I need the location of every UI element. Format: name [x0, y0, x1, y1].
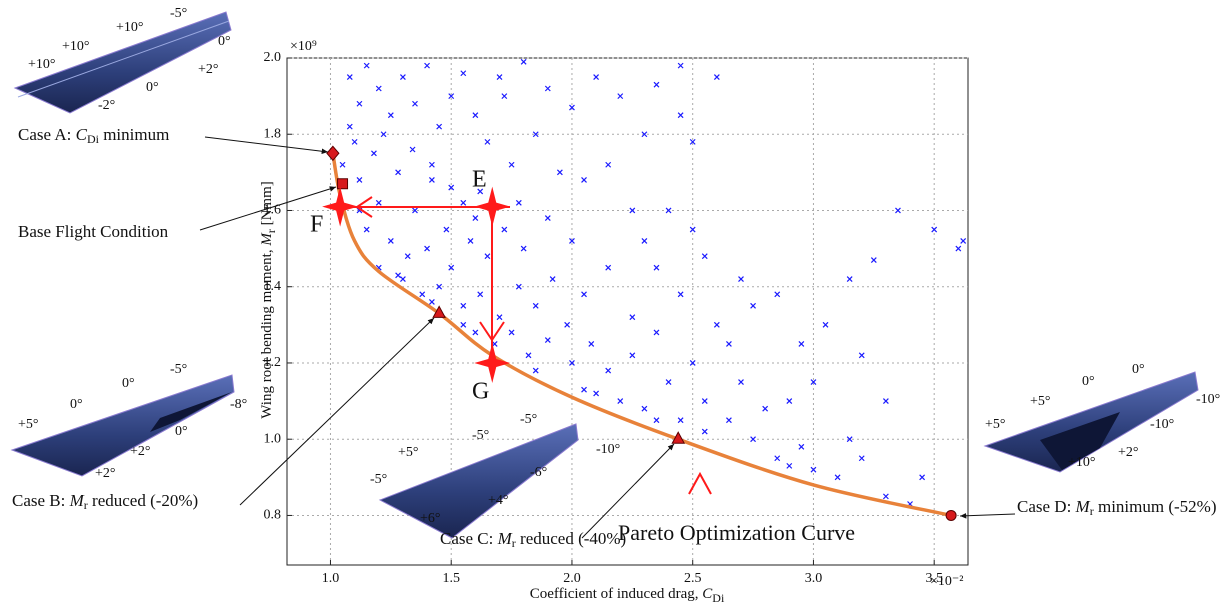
- chart: 1.01.52.02.53.03.50.81.01.21.41.61.82.0 …: [0, 0, 1231, 605]
- angle-label: 0°: [122, 376, 135, 391]
- y-tick-label: 1.0: [264, 431, 282, 446]
- point-label: F: [310, 212, 323, 238]
- x-tick-label: 1.0: [322, 571, 340, 586]
- wing-a: +10° +10° +10° -5° 0° +2° 0° -2°: [15, 6, 231, 113]
- angle-label: -6°: [530, 465, 547, 480]
- angle-label: -10°: [1196, 392, 1220, 407]
- angle-label: -5°: [170, 362, 187, 377]
- angle-label: +5°: [985, 417, 1006, 432]
- y-axis-label: Wing root bending moment, Mr [Nmm]: [259, 181, 277, 419]
- base-label: Base Flight Condition: [18, 222, 169, 241]
- x-tick-label: 3.0: [805, 571, 823, 586]
- case-label: Case C: Mr reduced (-40%): [440, 529, 626, 550]
- angle-label: -5°: [472, 428, 489, 443]
- plot-area: 1.01.52.02.53.03.50.81.01.21.41.61.82.0: [264, 50, 969, 586]
- angle-label: +2°: [198, 62, 219, 77]
- circle-marker: [946, 510, 956, 520]
- angle-label: +10°: [1068, 455, 1096, 470]
- angle-label: +10°: [28, 57, 56, 72]
- point-label: G: [472, 379, 489, 405]
- y-tick-label: 1.8: [264, 126, 282, 141]
- x-tick-label: 2.5: [684, 571, 702, 586]
- angle-label: +5°: [1030, 394, 1051, 409]
- angle-label: +2°: [95, 466, 116, 481]
- angle-label: +4°: [488, 493, 509, 508]
- y-multiplier: ×10⁹: [290, 39, 317, 54]
- angle-label: 0°: [70, 397, 83, 412]
- x-multiplier: ×10⁻²: [930, 574, 963, 589]
- wing-b: -5° 0° 0° -8° +5° 0° +2° +2°: [12, 362, 247, 481]
- angle-label: +10°: [62, 39, 90, 54]
- angle-label: 0°: [1082, 374, 1095, 389]
- angle-label: 0°: [1132, 362, 1145, 377]
- angle-label: -10°: [596, 442, 620, 457]
- angle-label: +2°: [1118, 445, 1139, 460]
- case-label: Case B: Mr reduced (-20%): [12, 491, 198, 512]
- y-tick-label: 2.0: [264, 50, 282, 65]
- case-label: Case D: Mr minimum (-52%): [1017, 497, 1216, 518]
- curve-label: Pareto Optimization Curve: [618, 520, 855, 545]
- angle-label: +10°: [116, 20, 144, 35]
- angle-label: 0°: [146, 80, 159, 95]
- x-tick-label: 1.5: [442, 571, 460, 586]
- angle-label: +2°: [130, 444, 151, 459]
- angle-label: -5°: [370, 472, 387, 487]
- angle-label: 0°: [175, 424, 188, 439]
- x-tick-label: 2.0: [563, 571, 581, 586]
- angle-label: +6°: [420, 511, 441, 526]
- angle-label: -2°: [98, 98, 115, 113]
- angle-label: +5°: [398, 445, 419, 460]
- case-label: Case A: CDi minimum: [18, 125, 169, 146]
- angle-label: +5°: [18, 417, 39, 432]
- wing-d: 0° 0° +5° -10° +5° -10° +2° +10°: [985, 362, 1220, 472]
- angle-label: -8°: [230, 397, 247, 412]
- angle-label: -5°: [170, 6, 187, 21]
- point-label: E: [472, 167, 487, 193]
- y-tick-label: 0.8: [264, 508, 282, 523]
- x-axis-label: Coefficient of induced drag, CDi: [530, 586, 725, 604]
- square-marker: [338, 179, 348, 189]
- angle-label: -10°: [1150, 417, 1174, 432]
- angle-label: -5°: [520, 412, 537, 427]
- angle-label: 0°: [218, 34, 231, 49]
